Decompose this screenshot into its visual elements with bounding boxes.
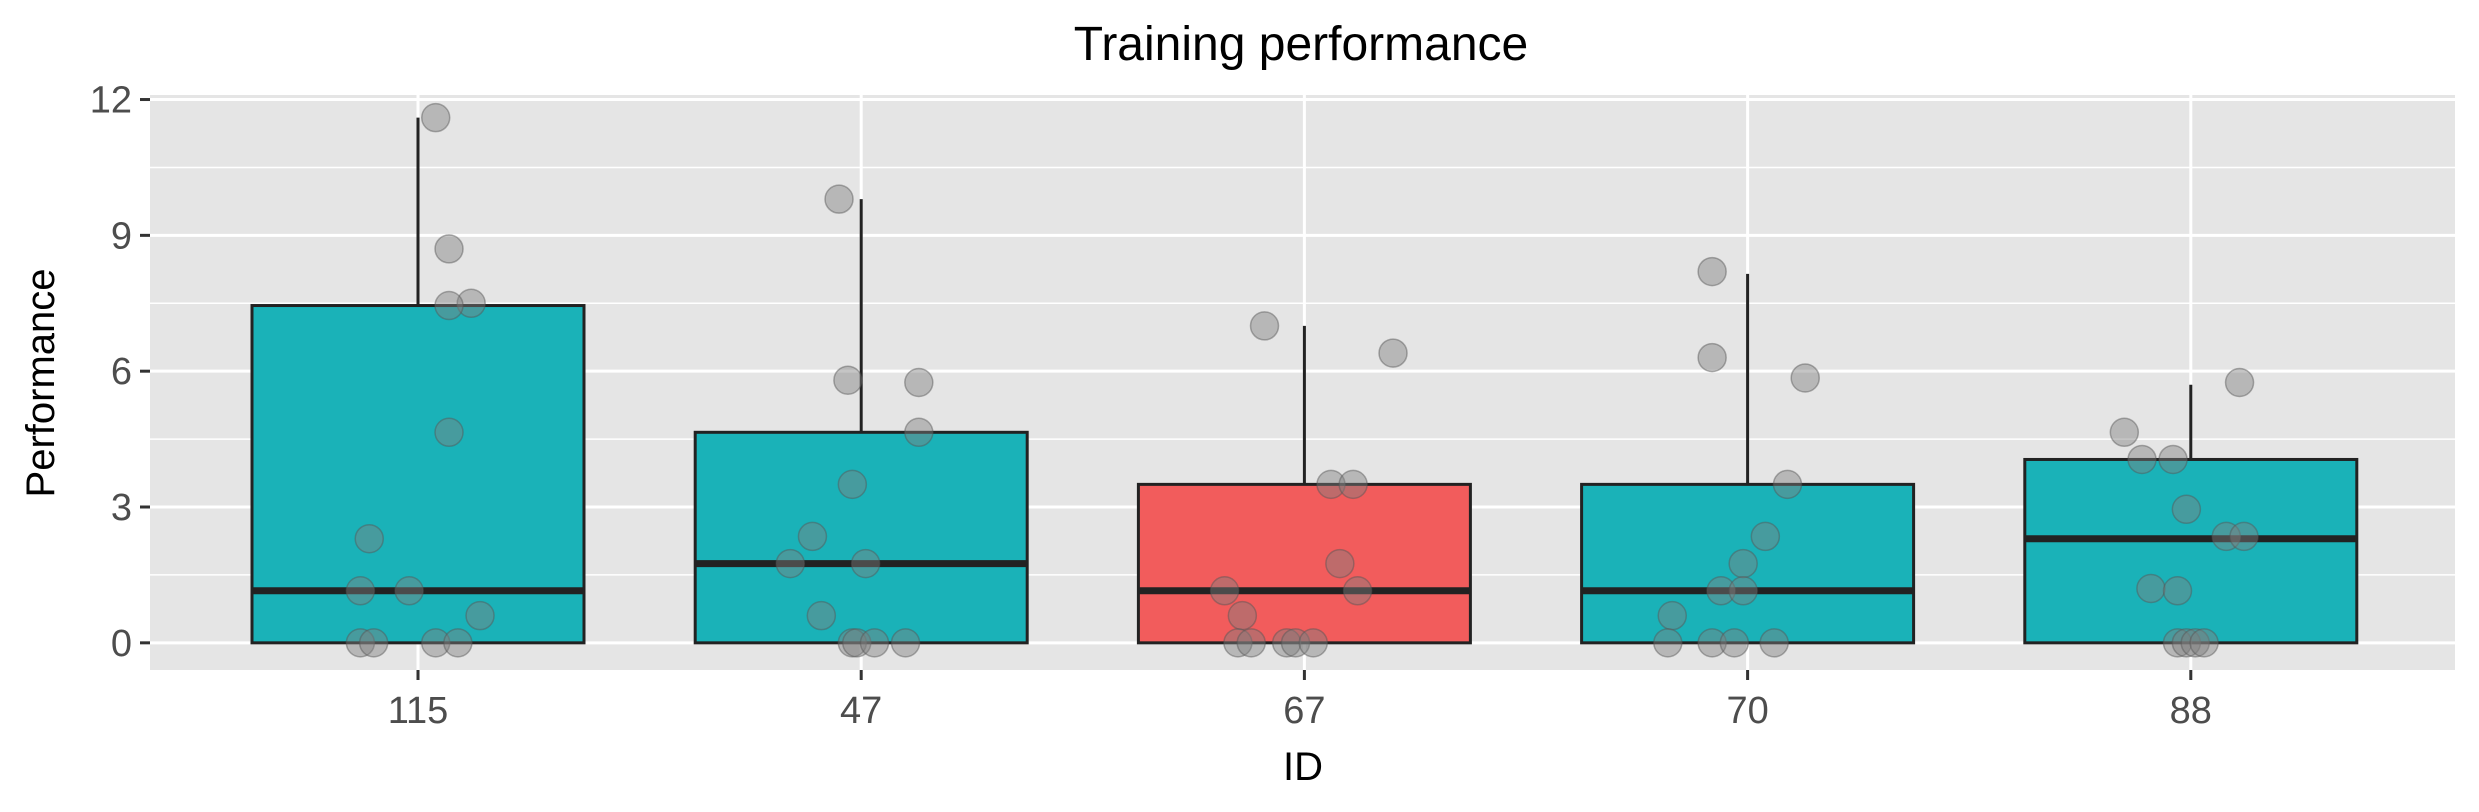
data-point [1378, 338, 1408, 368]
x-tick-label: 88 [2170, 690, 2212, 732]
data-point [345, 628, 376, 658]
data-point [1728, 548, 1758, 579]
data-point [1697, 342, 1727, 373]
data-point [1697, 256, 1727, 287]
data-point [1657, 600, 1688, 631]
data-point [1236, 628, 1266, 658]
data-point [2229, 521, 2259, 552]
data-point [2180, 628, 2210, 658]
data-point [833, 365, 863, 395]
data-point [434, 234, 464, 264]
data-point [465, 600, 495, 631]
box-67 [1136, 325, 1472, 645]
y-tick-label: 0 [111, 623, 132, 665]
box-rect [250, 304, 586, 645]
y-tick-label: 12 [90, 80, 132, 122]
data-point [420, 628, 451, 658]
data-point [1728, 576, 1758, 606]
y-axis-title: Performance [19, 269, 63, 498]
data-point [1759, 628, 1789, 658]
data-point [2171, 628, 2202, 658]
data-point [1227, 600, 1258, 631]
data-point [354, 523, 384, 554]
data-point [2171, 494, 2202, 525]
data-point [1298, 628, 1329, 658]
data-point [2109, 417, 2140, 448]
data-point [2189, 628, 2219, 658]
data-point [1280, 628, 1311, 658]
data-point [2158, 444, 2188, 475]
data-point [850, 548, 881, 579]
x-tick-label: 47 [840, 690, 882, 732]
data-point [1325, 548, 1355, 579]
y-axis: 0 3 6 9 12 [90, 80, 150, 665]
data-point [775, 548, 806, 579]
data-point [1316, 469, 1346, 500]
data-point [1772, 469, 1803, 500]
data-point [842, 628, 872, 658]
data-point [824, 184, 854, 214]
x-axis: 115 47 67 70 88 [388, 670, 2212, 732]
data-point [1697, 628, 1727, 658]
data-point [358, 628, 389, 658]
x-tick-label: 115 [388, 690, 449, 732]
data-point [2136, 573, 2166, 604]
data-point [2224, 367, 2255, 398]
boxes-layer [250, 117, 2359, 645]
x-tick-label: 67 [1283, 690, 1325, 732]
box-88 [2023, 384, 2359, 645]
data-point [345, 576, 376, 606]
data-point [1719, 628, 1750, 658]
data-point [859, 628, 890, 658]
y-tick-label: 3 [111, 487, 132, 529]
box-rect [1580, 482, 1916, 645]
data-point [797, 521, 828, 552]
data-point [1790, 363, 1820, 393]
data-point [1653, 628, 1683, 658]
data-point [890, 628, 921, 658]
data-point [1342, 576, 1373, 606]
box-47 [693, 199, 1029, 645]
x-axis-title: ID [1283, 745, 1323, 789]
data-point [394, 576, 424, 606]
data-point [2162, 628, 2193, 658]
data-point [1249, 311, 1280, 341]
data-point [2127, 444, 2157, 475]
x-tick-label: 70 [1726, 690, 1768, 732]
data-point [837, 628, 868, 658]
data-point [1750, 521, 1781, 552]
points-layer [345, 102, 2259, 658]
data-point [904, 367, 934, 398]
data-point [806, 600, 837, 631]
y-tick-label: 9 [111, 215, 132, 257]
data-point [2211, 521, 2242, 552]
data-point [1338, 469, 1368, 500]
data-point [420, 102, 451, 133]
data-point [1209, 576, 1240, 606]
data-point [1223, 628, 1253, 658]
chart-title: Training performance [1074, 18, 1528, 71]
y-tick-label: 6 [111, 351, 132, 393]
data-point [1271, 628, 1302, 658]
data-point [2162, 576, 2193, 606]
box-rect [1136, 482, 1472, 645]
data-point [443, 628, 473, 658]
data-point [434, 417, 464, 448]
box-70 [1580, 273, 1916, 645]
data-point [434, 290, 464, 321]
box-rect [693, 430, 1029, 645]
data-point [904, 417, 934, 448]
data-point [837, 469, 868, 500]
data-point [1706, 576, 1736, 606]
box-115 [250, 117, 586, 645]
data-point [456, 288, 486, 319]
box-rect [2023, 457, 2359, 645]
